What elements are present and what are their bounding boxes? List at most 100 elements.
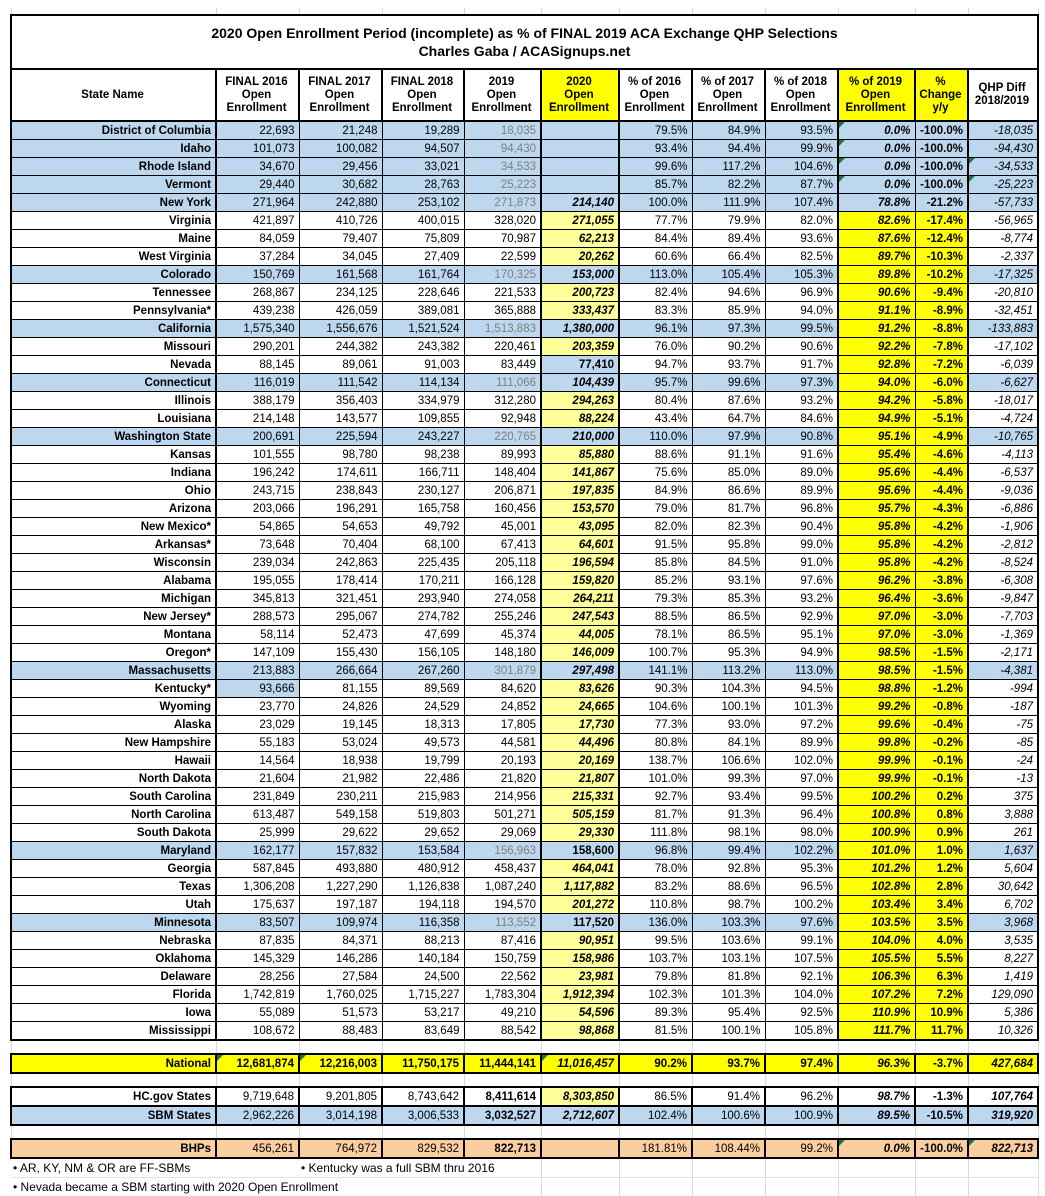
indiana-pct-2018: 89.0% <box>765 464 838 482</box>
row-label-kansas: Kansas <box>11 446 216 464</box>
error-indicator-triangle <box>217 1055 223 1061</box>
minnesota-pct-change-yy: 3.5% <box>915 914 968 932</box>
column-header-pct-2016: % of 2016 Open Enrollment <box>619 69 692 121</box>
nevada-pct-2019: 92.8% <box>838 356 915 374</box>
row-label-oregon: Oregon* <box>11 644 216 662</box>
oklahoma-pct-change-yy: 5.5% <box>915 950 968 968</box>
georgia-pct-2017: 92.8% <box>692 860 765 878</box>
row-label-connecticut: Connecticut <box>11 374 216 392</box>
sbm-states-pct-change-yy: -10.5% <box>915 1106 968 1125</box>
georgia-pct-2019: 101.2% <box>838 860 915 878</box>
new-jersey-pct-change-yy: -3.0% <box>915 608 968 626</box>
bhps-final-2016: 456,261 <box>216 1139 299 1158</box>
national-final-2017: 12,216,003 <box>299 1054 382 1073</box>
sheet-gridline-cell <box>541 1040 619 1054</box>
nevada-qhp-diff: -6,039 <box>968 356 1038 374</box>
missouri-pct-change-yy: -7.8% <box>915 338 968 356</box>
sheet-gridline-cell <box>915 8 968 15</box>
new-mexico-pct-2019: 95.8% <box>838 518 915 536</box>
nebraska-final-2016: 87,835 <box>216 932 299 950</box>
sheet-gridline-cell <box>216 8 299 15</box>
north-dakota-oe-2019: 21,820 <box>464 770 541 788</box>
virginia-pct-2018: 82.0% <box>765 212 838 230</box>
sheet-gridline-cell <box>299 8 382 15</box>
texas-oe-2020: 1,117,882 <box>541 878 619 896</box>
wisconsin-pct-2018: 91.0% <box>765 554 838 572</box>
idaho-oe-2019: 94,430 <box>464 140 541 158</box>
hc-gov-states-pct-change-yy: -1.3% <box>915 1087 968 1106</box>
sheet-gridline-cell <box>382 1125 464 1139</box>
alabama-final-2016: 195,055 <box>216 572 299 590</box>
minnesota-pct-2018: 97.6% <box>765 914 838 932</box>
california-oe-2019: 1,513,883 <box>464 320 541 338</box>
sheet-gridline-cell <box>915 1125 968 1139</box>
oregon-pct-2016: 100.7% <box>619 644 692 662</box>
south-dakota-final-2017: 29,622 <box>299 824 382 842</box>
sbm-states-pct-2019: 89.5% <box>838 1106 915 1125</box>
georgia-pct-2016: 78.0% <box>619 860 692 878</box>
oregon-pct-2018: 94.9% <box>765 644 838 662</box>
maine-pct-2017: 89.4% <box>692 230 765 248</box>
north-dakota-qhp-diff: -13 <box>968 770 1038 788</box>
tennessee-final-2016: 268,867 <box>216 284 299 302</box>
bhps-final-2017: 764,972 <box>299 1139 382 1158</box>
delaware-pct-change-yy: 6.3% <box>915 968 968 986</box>
tennessee-pct-2019: 90.6% <box>838 284 915 302</box>
row-label-sbm-states: SBM States <box>11 1106 216 1125</box>
new-mexico-final-2018: 49,792 <box>382 518 464 536</box>
row-label-montana: Montana <box>11 626 216 644</box>
montana-final-2018: 47,699 <box>382 626 464 644</box>
kansas-pct-2017: 91.1% <box>692 446 765 464</box>
connecticut-pct-change-yy: -6.0% <box>915 374 968 392</box>
vermont-pct-2017: 82.2% <box>692 176 765 194</box>
south-dakota-pct-2019: 100.9% <box>838 824 915 842</box>
nebraska-final-2018: 88,213 <box>382 932 464 950</box>
north-carolina-pct-change-yy: 0.8% <box>915 806 968 824</box>
north-carolina-qhp-diff: 3,888 <box>968 806 1038 824</box>
south-dakota-pct-change-yy: 0.9% <box>915 824 968 842</box>
district-of-columbia-pct-2019: 0.0% <box>838 121 915 140</box>
north-carolina-oe-2019: 501,271 <box>464 806 541 824</box>
michigan-pct-2019: 96.4% <box>838 590 915 608</box>
pennsylvania-pct-2019: 91.1% <box>838 302 915 320</box>
sheet-gridline-cell <box>464 1073 541 1087</box>
missouri-pct-2016: 76.0% <box>619 338 692 356</box>
ohio-oe-2020: 197,835 <box>541 482 619 500</box>
wisconsin-pct-2019: 95.8% <box>838 554 915 572</box>
nebraska-oe-2020: 90,951 <box>541 932 619 950</box>
error-indicator-triangle <box>300 1055 306 1061</box>
indiana-pct-change-yy: -4.4% <box>915 464 968 482</box>
west-virginia-oe-2019: 22,599 <box>464 248 541 266</box>
sbm-states-pct-2016: 102.4% <box>619 1106 692 1125</box>
new-mexico-pct-2016: 82.0% <box>619 518 692 536</box>
ohio-pct-2019: 95.6% <box>838 482 915 500</box>
ohio-pct-2018: 89.9% <box>765 482 838 500</box>
arizona-pct-change-yy: -4.3% <box>915 500 968 518</box>
hawaii-final-2017: 18,938 <box>299 752 382 770</box>
idaho-final-2016: 101,073 <box>216 140 299 158</box>
vermont-final-2016: 29,440 <box>216 176 299 194</box>
tennessee-pct-change-yy: -9.4% <box>915 284 968 302</box>
wyoming-oe-2019: 24,852 <box>464 698 541 716</box>
column-header-pct-2017: % of 2017 Open Enrollment <box>692 69 765 121</box>
utah-oe-2020: 201,272 <box>541 896 619 914</box>
row-label-kentucky: Kentucky* <box>11 680 216 698</box>
alabama-pct-2017: 93.1% <box>692 572 765 590</box>
maryland-pct-change-yy: 1.0% <box>915 842 968 860</box>
row-label-indiana: Indiana <box>11 464 216 482</box>
nebraska-pct-2016: 99.5% <box>619 932 692 950</box>
row-label-ohio: Ohio <box>11 482 216 500</box>
row-label-bhps: BHPs <box>11 1139 216 1158</box>
illinois-final-2018: 334,979 <box>382 392 464 410</box>
nebraska-qhp-diff: 3,535 <box>968 932 1038 950</box>
florida-final-2017: 1,760,025 <box>299 986 382 1004</box>
mississippi-final-2017: 88,483 <box>299 1022 382 1041</box>
kansas-pct-change-yy: -4.6% <box>915 446 968 464</box>
north-carolina-final-2017: 549,158 <box>299 806 382 824</box>
nevada-pct-change-yy: -7.2% <box>915 356 968 374</box>
montana-pct-2017: 86.5% <box>692 626 765 644</box>
alabama-final-2017: 178,414 <box>299 572 382 590</box>
indiana-final-2016: 196,242 <box>216 464 299 482</box>
hc-gov-states-oe-2020: 8,303,850 <box>541 1087 619 1106</box>
alaska-final-2017: 19,145 <box>299 716 382 734</box>
